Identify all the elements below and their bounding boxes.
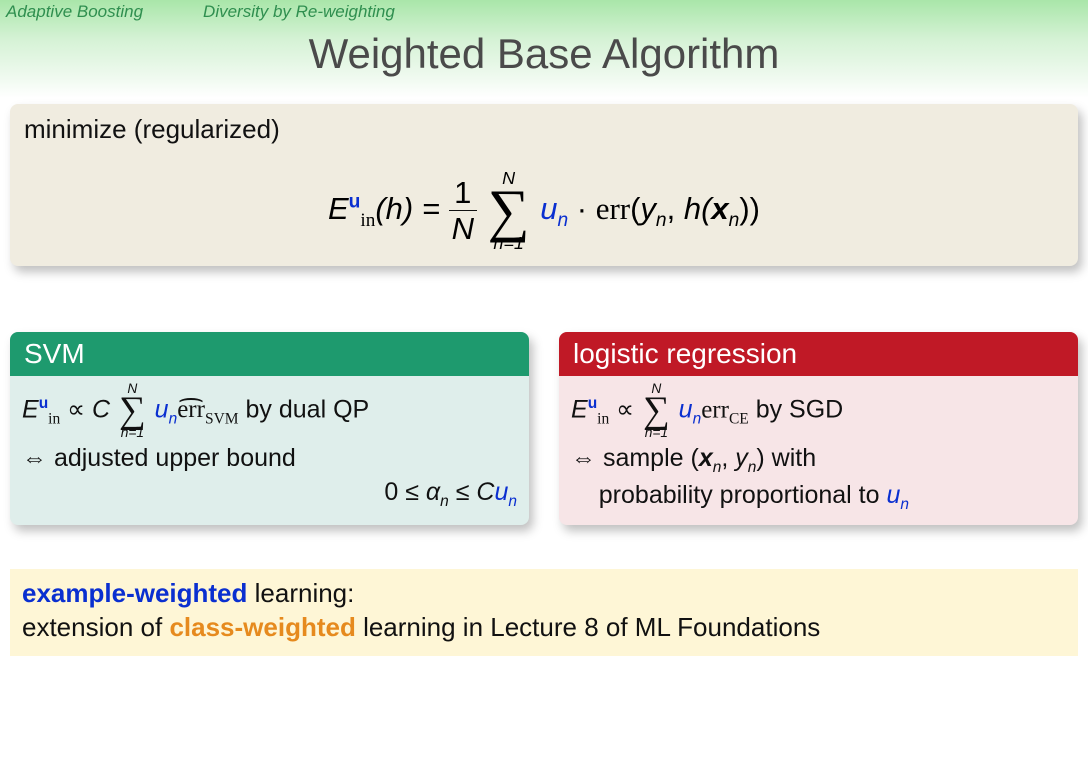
- frac-num: 1: [449, 177, 477, 211]
- eq-E: E: [328, 191, 349, 226]
- box1-heading: minimize (regularized): [24, 114, 1064, 145]
- eq-sub-in: in: [360, 210, 375, 231]
- page-title: Weighted Base Algorithm: [6, 30, 1082, 78]
- svm-C: C: [92, 395, 117, 423]
- lr-l2a: ⇔ sample (: [571, 444, 699, 472]
- cards-row: SVM Euin ∝ C N∑n=1 unerrSVM by dual QP ⇔…: [10, 332, 1078, 525]
- lr-l3-un: n: [900, 496, 909, 513]
- svm-err-hat: err: [177, 396, 205, 423]
- eq-err: err: [596, 191, 630, 226]
- svm-sum: N∑n=1: [119, 382, 146, 440]
- eq-close: )): [739, 191, 760, 226]
- svm-l3-u: u: [494, 478, 508, 506]
- lr-y: y: [735, 444, 748, 472]
- svm-sum-bot: n=1: [119, 426, 146, 440]
- lr-sum: N∑n=1: [643, 382, 670, 440]
- lr-line3: probability proportional to un: [571, 479, 1066, 515]
- svm-E: E: [22, 395, 39, 423]
- eq-arg: (h) =: [375, 191, 448, 226]
- sigma-icon: ∑: [643, 396, 670, 426]
- lr-u: u: [679, 395, 693, 423]
- logreg-card-body: Euin ∝ N∑n=1 unerrCE by SGD ⇔ sample (xn…: [559, 376, 1078, 525]
- svm-line2: ⇔ adjusted upper bound: [22, 442, 517, 474]
- sigma-icon: ∑: [119, 396, 146, 426]
- definition-box: minimize (regularized) Euin(h) = 1N N∑n=…: [10, 104, 1078, 266]
- crumb-b: Diversity by Re-weighting: [203, 2, 395, 22]
- sigma-icon: ∑: [488, 187, 530, 234]
- svm-l3-un: n: [508, 493, 517, 510]
- eq-x: x: [711, 191, 728, 226]
- box3-t1: learning:: [247, 578, 354, 608]
- eq-dot: ·: [568, 191, 596, 226]
- box3-t2a: extension of: [22, 612, 169, 642]
- crumb-a: Adaptive Boosting: [6, 2, 143, 22]
- box3-t2b: learning in Lecture 8 of ML Foundations: [356, 612, 820, 642]
- logreg-card: logistic regression Euin ∝ N∑n=1 unerrCE…: [559, 332, 1078, 525]
- slide-header: Adaptive Boosting Diversity by Re-weight…: [0, 0, 1088, 98]
- lr-l3-u: u: [886, 481, 900, 509]
- logreg-card-title: logistic regression: [559, 332, 1078, 376]
- svm-alpha-n: n: [440, 493, 449, 510]
- lr-err-sub: CE: [729, 410, 749, 427]
- svm-alpha: α: [426, 478, 440, 506]
- svm-un: n: [169, 410, 178, 427]
- eq-un-u: u: [540, 191, 557, 226]
- fraction: 1N: [449, 177, 477, 244]
- svm-l3-C: C: [476, 478, 494, 506]
- lr-prop: ∝: [609, 395, 641, 423]
- lr-comma: ,: [721, 444, 735, 472]
- frac-den: N: [449, 211, 477, 244]
- eq-sup-u: u: [349, 191, 361, 212]
- eq-xn: n: [729, 210, 740, 231]
- svm-tail: by dual QP: [239, 395, 370, 423]
- svm-card-title: SVM: [10, 332, 529, 376]
- svm-card: SVM Euin ∝ C N∑n=1 unerrSVM by dual QP ⇔…: [10, 332, 529, 525]
- main-equation: Euin(h) = 1N N∑n=1 un · err(yn, h(xn)): [24, 169, 1064, 252]
- eq-comma: ,: [667, 191, 684, 226]
- breadcrumb: Adaptive Boosting Diversity by Re-weight…: [6, 2, 1082, 22]
- lr-tail: by SGD: [749, 395, 843, 423]
- lr-E: E: [571, 395, 588, 423]
- lr-sub: in: [597, 410, 609, 427]
- eq-h: h(: [684, 191, 712, 226]
- svm-l3-mid: ≤: [449, 478, 477, 506]
- svm-line3: 0 ≤ αn ≤ Cun: [22, 476, 517, 512]
- svm-sup: u: [39, 395, 48, 412]
- sum-bot: n=1: [488, 234, 530, 252]
- kw-class-weighted: class-weighted: [169, 612, 355, 642]
- lr-un: n: [693, 410, 702, 427]
- svm-sub: in: [48, 410, 60, 427]
- lr-x: x: [699, 444, 713, 472]
- svm-prop: ∝: [60, 395, 92, 423]
- eq-yn: n: [656, 210, 667, 231]
- lr-l2b: ) with: [756, 444, 816, 472]
- conclusion-box: example-weighted learning: extension of …: [10, 569, 1078, 656]
- svm-u: u: [155, 395, 169, 423]
- eq-y: y: [640, 191, 656, 226]
- eq-open: (: [630, 191, 640, 226]
- svm-card-body: Euin ∝ C N∑n=1 unerrSVM by dual QP ⇔ adj…: [10, 376, 529, 521]
- lr-err: err: [701, 396, 729, 423]
- eq-un-n: n: [557, 210, 568, 231]
- kw-example-weighted: example-weighted: [22, 578, 247, 608]
- lr-sup: u: [588, 395, 597, 412]
- lr-l3a: probability proportional to: [571, 481, 886, 509]
- sigma-sum: N∑n=1: [488, 169, 530, 252]
- svm-l3-pre: 0 ≤: [384, 478, 426, 506]
- lr-sum-bot: n=1: [643, 426, 670, 440]
- lr-line2: ⇔ sample (xn, yn) with: [571, 442, 1066, 478]
- svm-err-sub: SVM: [205, 410, 239, 427]
